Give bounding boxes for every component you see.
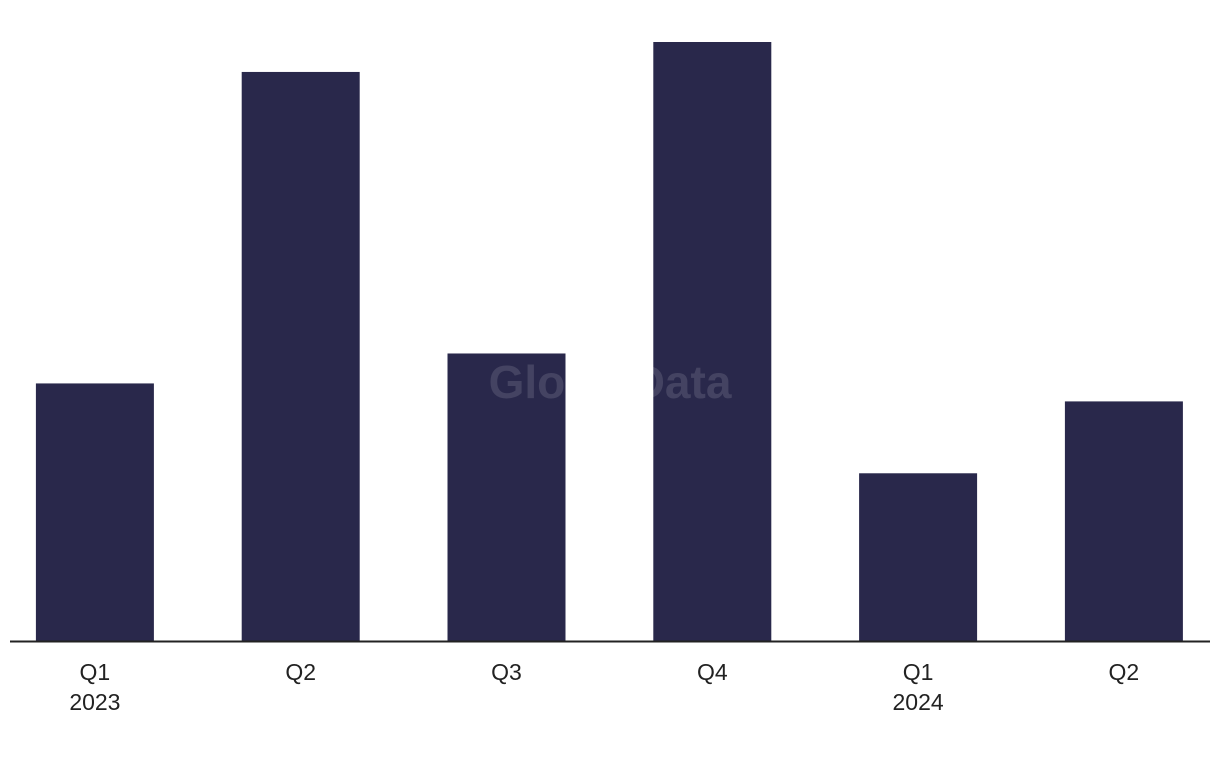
x-tick-label: Q1 <box>903 659 934 685</box>
bar <box>1064 401 1183 641</box>
x-tick-year: 2023 <box>69 689 120 715</box>
bar <box>447 353 566 641</box>
bar <box>35 383 154 641</box>
x-tick-label: Q1 <box>80 659 111 685</box>
x-tick-label: Q4 <box>697 659 728 685</box>
x-tick-label: Q2 <box>1109 659 1140 685</box>
bar <box>241 71 360 641</box>
x-tick-year: 2024 <box>893 689 944 715</box>
watermark: GlobalData <box>489 356 732 408</box>
bar <box>653 42 772 641</box>
x-tick-label: Q2 <box>285 659 316 685</box>
bar <box>859 473 978 641</box>
x-tick-label: Q3 <box>491 659 522 685</box>
